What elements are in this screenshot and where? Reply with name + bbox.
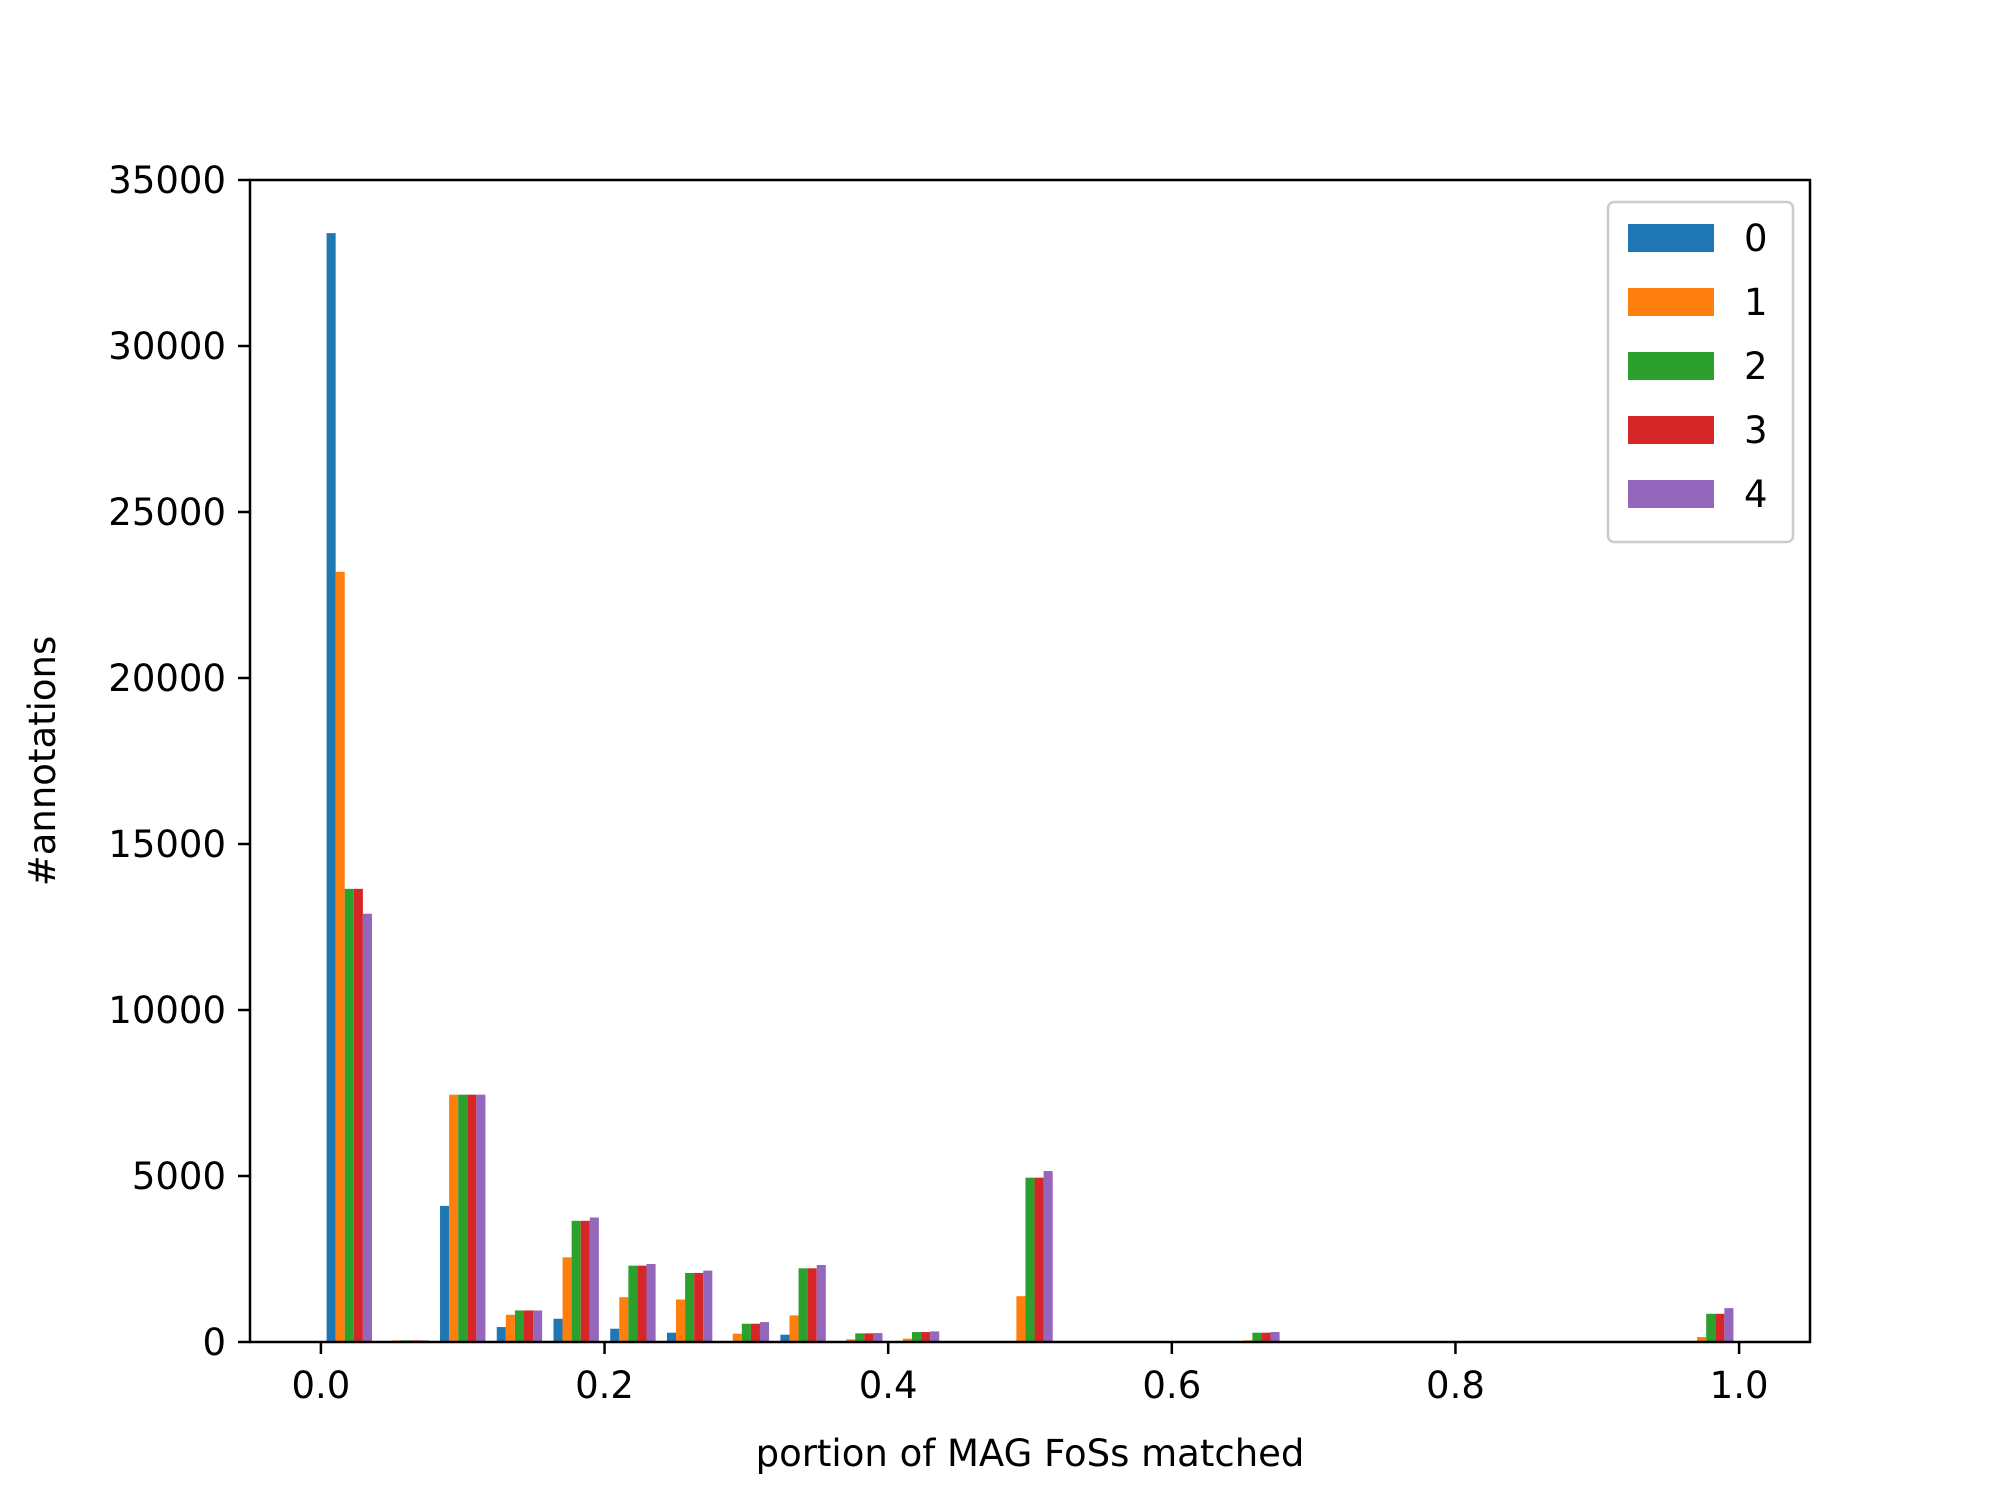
bar-series-3-bin-2 [467,1094,477,1342]
legend-label-0: 0 [1744,217,1768,260]
bar-series-1-bin-6 [676,1299,686,1342]
bar-series-4-bin-5 [646,1263,656,1342]
x-tick-label: 0.2 [575,1364,634,1407]
bar-series-3-bin-3 [523,1310,534,1342]
bar-series-0-bin-2 [440,1205,450,1342]
bar-series-2-bin-4 [571,1220,581,1342]
bar-series-0-bin-3 [496,1327,506,1342]
bar-series-4-bin-0 [362,913,372,1342]
bar-series-2-bin-5 [628,1265,638,1342]
bar-series-3-bin-9 [864,1333,874,1342]
bar-series-2-bin-0 [344,888,354,1342]
bar-series-4-bin-24 [1724,1308,1734,1342]
bar-series-1-bin-2 [449,1094,459,1342]
legend-swatch-0 [1628,224,1714,252]
legend-label-4: 4 [1744,473,1768,516]
bar-series-2-bin-2 [458,1094,468,1342]
bar-series-2-bin-10 [912,1332,922,1342]
bar-series-1-bin-5 [619,1297,629,1342]
bar-series-1-bin-4 [562,1257,572,1342]
legend-swatch-4 [1628,480,1714,508]
bar-series-3-bin-5 [637,1265,647,1342]
bar-series-2-bin-3 [514,1310,524,1342]
legend-swatch-3 [1628,416,1714,444]
bar-series-4-bin-9 [873,1333,883,1342]
bar-series-3-bin-8 [807,1268,817,1342]
bar-series-0-bin-0 [326,233,336,1342]
x-tick-label: 0.0 [291,1364,350,1407]
legend-label-1: 1 [1744,281,1768,324]
bar-series-1-bin-8 [789,1315,799,1342]
legend: 0 1 2 3 4 [1606,200,1795,544]
bar-series-4-bin-16 [1270,1332,1280,1342]
legend-swatch-2 [1628,352,1714,380]
bar-series-1-bin-0 [335,571,345,1342]
bar-series-4-bin-10 [930,1331,940,1342]
bar-series-3-bin-6 [694,1272,704,1342]
legend-label-2: 2 [1744,345,1768,388]
bar-series-3-bin-12 [1034,1177,1044,1342]
x-tick-label: 0.4 [859,1364,918,1407]
y-tick-label: 0 [202,1321,226,1364]
bar-series-3-bin-7 [750,1323,760,1342]
y-tick-label: 10000 [108,989,226,1032]
bar-series-2-bin-12 [1025,1177,1035,1342]
legend-swatch-1 [1628,288,1714,316]
y-tick-label: 30000 [108,325,226,368]
bar-series-1-bin-7 [732,1333,742,1342]
bar-series-4-bin-3 [533,1310,543,1342]
bar-series-3-bin-4 [580,1220,590,1342]
y-axis-label: #annotations [21,636,64,887]
bar-series-2-bin-24 [1706,1313,1716,1342]
y-tick-label: 35000 [108,159,226,202]
y-tick-label: 25000 [108,491,226,534]
bar-series-4-bin-7 [759,1322,770,1342]
bar-series-3-bin-0 [353,888,363,1342]
y-tick-label: 15000 [108,823,226,866]
bar-series-4-bin-6 [703,1270,713,1342]
bar-series-2-bin-8 [798,1268,808,1342]
bar-series-4-bin-12 [1043,1171,1053,1342]
bar-series-4-bin-8 [816,1264,826,1342]
bar-series-3-bin-24 [1715,1313,1725,1342]
x-tick-label: 0.6 [1142,1364,1201,1407]
x-axis-label: portion of MAG FoSs matched [756,1432,1305,1475]
bar-series-0-bin-8 [780,1334,790,1342]
plot-frame [248,178,1812,1344]
x-tick-label: 1.0 [1710,1364,1769,1407]
bars-layer [326,233,1734,1342]
x-tick-label: 0.8 [1426,1364,1485,1407]
bar-series-0-bin-4 [553,1318,563,1342]
y-tick-label: 20000 [108,657,226,700]
bar-series-1-bin-3 [505,1314,515,1342]
bar-series-0-bin-5 [610,1328,620,1342]
bar-series-4-bin-4 [589,1217,599,1342]
legend-label-3: 3 [1744,409,1768,452]
bar-series-1-bin-12 [1016,1296,1026,1342]
bar-series-2-bin-6 [685,1272,695,1342]
y-tick-label: 5000 [132,1155,226,1198]
bar-series-3-bin-10 [921,1332,931,1342]
bar-series-1-bin-9 [846,1339,856,1342]
bar-series-4-bin-2 [476,1094,486,1342]
bar-series-2-bin-7 [741,1323,751,1342]
bar-series-3-bin-16 [1261,1332,1271,1342]
ticks-layer: 0.0 0.2 0.4 0.6 0.8 1.0 0 5000 10000 15000 20000 25… [108,159,1768,1407]
bar-series-2-bin-9 [855,1333,865,1342]
bar-series-1-bin-24 [1697,1337,1707,1342]
bar-series-1-bin-10 [902,1338,913,1342]
bar-series-2-bin-16 [1252,1332,1262,1342]
bar-series-0-bin-6 [666,1332,677,1342]
